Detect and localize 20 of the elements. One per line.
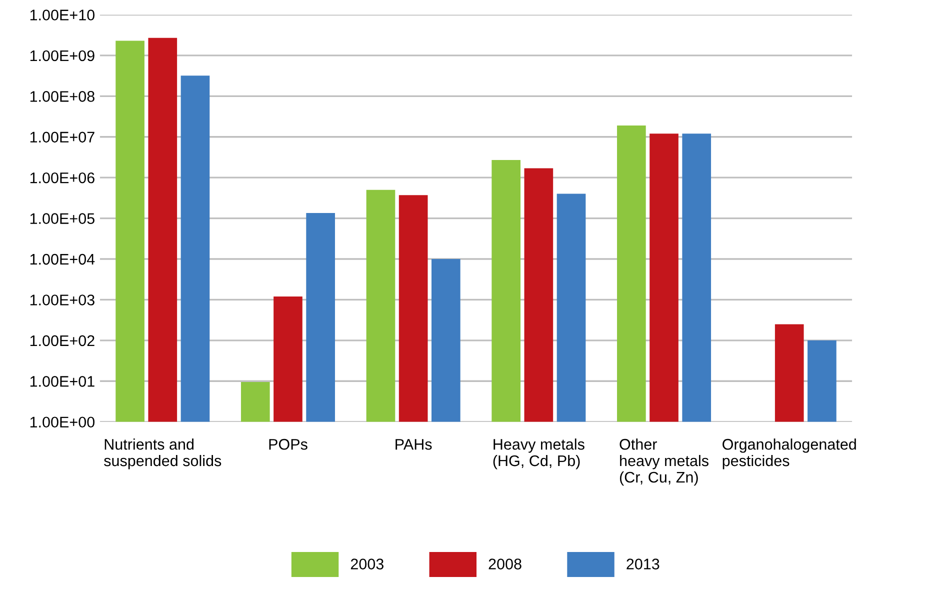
legend-label: 2008 (488, 558, 522, 570)
x-tick-label: Heavy metals (HG, Cd, Pb) (493, 438, 584, 470)
x-tick-label: POPs (269, 438, 308, 450)
legend-label: 2003 (350, 558, 384, 570)
y-tick-label: 1.00E+01 (30, 376, 94, 387)
y-tick-label: 1.00E+04 (30, 254, 95, 265)
y-tick-label: 1.00E+06 (30, 172, 94, 184)
y-tick-label: 1.00E+05 (30, 213, 94, 224)
y-tick-label: 1.00E+03 (30, 294, 94, 306)
legend-label: 2013 (626, 558, 660, 570)
x-tick-label: PAHs (396, 439, 432, 450)
y-tick-label: 1.00E+00 (30, 416, 95, 428)
x-tick-label: Organohalogenated pesticides (722, 438, 856, 470)
y-tick-label: 1.00E+02 (30, 335, 94, 346)
y-tick-label: 1.00E+10 (30, 10, 95, 20)
x-tick-label: Other heavy metals (Cr, Cu, Zn) (620, 438, 708, 486)
y-tick-label: 1.00E+08 (30, 91, 94, 102)
y-tick-label: 1.00E+07 (30, 132, 94, 143)
y-tick-label: 1.00E+09 (30, 50, 94, 62)
x-tick-label: Nutrients and suspended solids (104, 438, 222, 470)
